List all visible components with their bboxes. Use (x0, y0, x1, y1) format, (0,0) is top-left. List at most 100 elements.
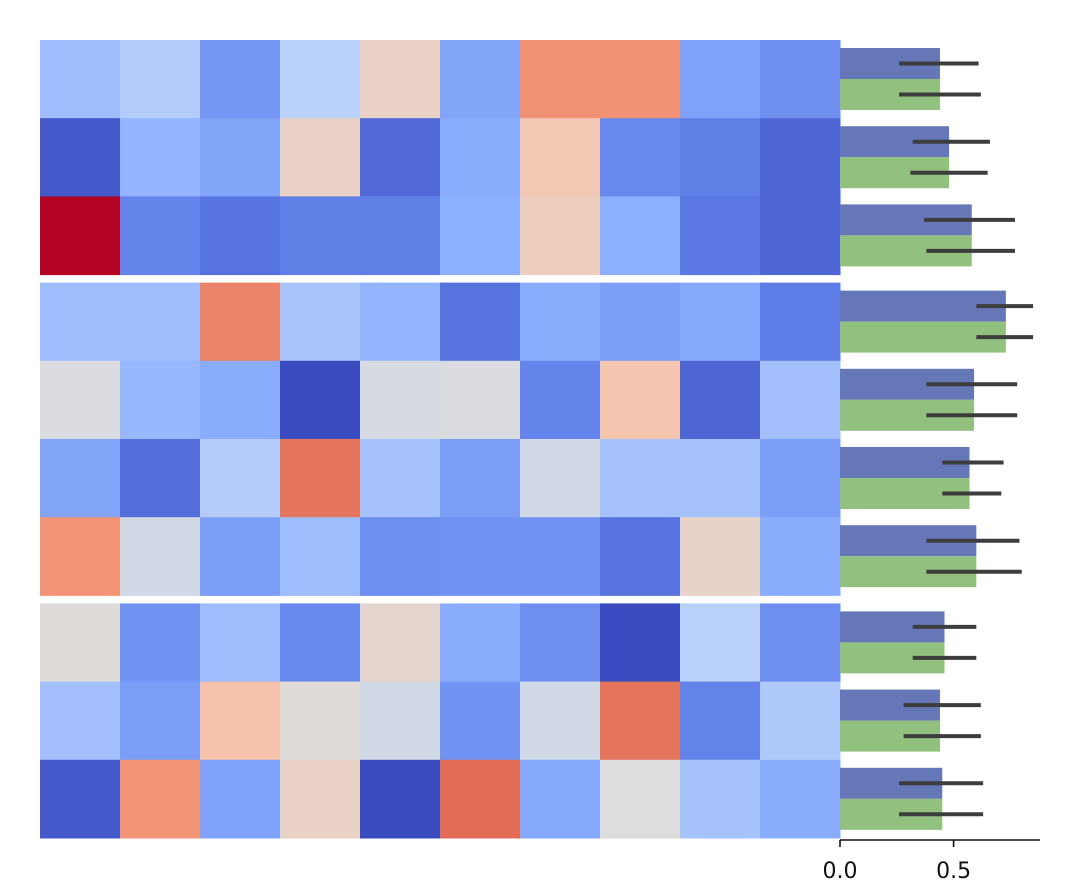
heatmap-cell-r2-c5 (440, 196, 521, 276)
heatmap-cell-r3-c7 (600, 282, 681, 362)
heatmap-cell-r1-c2 (200, 118, 281, 197)
heatmap-cell-r0-c4 (360, 40, 441, 119)
heatmap-cell-r6-c5 (440, 517, 521, 596)
heatmap-cell-r4-c6 (520, 360, 601, 440)
heatmap-cell-r5-c0 (40, 439, 121, 518)
bar-panel (840, 48, 1034, 830)
x-tick-label-0: 0.0 (823, 859, 858, 880)
heatmap-cell-r8-c3 (280, 681, 361, 761)
heatmap-cell-r3-c1 (120, 282, 201, 362)
heatmap-cell-r7-c4 (360, 603, 441, 683)
heatmap-cell-r7-c0 (40, 603, 121, 683)
heatmap-cell-r1-c5 (440, 118, 521, 197)
heatmap-cell-r4-c0 (40, 360, 121, 440)
heatmap-cell-r0-c8 (680, 40, 761, 119)
heatmap-cell-r0-c1 (120, 40, 201, 119)
heatmap-cell-r8-c4 (360, 681, 441, 761)
heatmap-cell-r0-c5 (440, 40, 521, 119)
heatmap-cell-r3-c3 (280, 282, 361, 362)
heatmap-cell-r5-c6 (520, 439, 601, 518)
heatmap-cell-r2-c0 (40, 196, 121, 276)
heatmap-cell-r7-c9 (760, 603, 841, 683)
heatmap-cell-r3-c5 (440, 282, 521, 362)
heatmap-cell-r9-c9 (760, 759, 841, 839)
heatmap-cell-r5-c7 (600, 439, 681, 518)
heatmap-cell-r6-c9 (760, 517, 841, 596)
heatmap-cell-r4-c3 (280, 360, 361, 440)
heatmap-cell-r4-c5 (440, 360, 521, 440)
heatmap-cell-r0-c3 (280, 40, 361, 119)
heatmap-cell-r1-c7 (600, 118, 681, 197)
heatmap-cell-r2-c8 (680, 196, 761, 276)
x-tick-label-0-5: 0.5 (936, 859, 971, 880)
heatmap-cell-r5-c4 (360, 439, 441, 518)
heatmap-cell-r9-c3 (280, 759, 361, 839)
heatmap-cell-r1-c1 (120, 118, 201, 197)
heatmap-cell-r5-c3 (280, 439, 361, 518)
heatmap-cell-r7-c6 (520, 603, 601, 683)
heatmap-cell-r1-c0 (40, 118, 121, 197)
heatmap-cell-r2-c9 (760, 196, 841, 276)
heatmap-cell-r6-c8 (680, 517, 761, 596)
heatmap-cell-r8-c6 (520, 681, 601, 761)
heatmap (40, 40, 841, 839)
heatmap-cell-r9-c1 (120, 759, 201, 839)
heatmap-cell-r1-c3 (280, 118, 361, 197)
heatmap-cell-r9-c5 (440, 759, 521, 839)
heatmap-cell-r8-c8 (680, 681, 761, 761)
heatmap-cell-r4-c2 (200, 360, 281, 440)
heatmap-cell-r2-c1 (120, 196, 201, 276)
heatmap-cell-r6-c6 (520, 517, 601, 596)
heatmap-cell-r2-c7 (600, 196, 681, 276)
heatmap-cell-r7-c7 (600, 603, 681, 683)
heatmap-cell-r6-c7 (600, 517, 681, 596)
heatmap-cell-r4-c4 (360, 360, 441, 440)
heatmap-cell-r3-c2 (200, 282, 281, 362)
heatmap-cell-r6-c2 (200, 517, 281, 596)
heatmap-cell-r7-c3 (280, 603, 361, 683)
heatmap-cell-r7-c2 (200, 603, 281, 683)
heatmap-cell-r1-c4 (360, 118, 441, 197)
heatmap-cell-r5-c8 (680, 439, 761, 518)
heatmap-cell-r0-c2 (200, 40, 281, 119)
heatmap-cell-r3-c9 (760, 282, 841, 362)
heatmap-cell-r8-c7 (600, 681, 681, 761)
heatmap-cell-r9-c4 (360, 759, 441, 839)
heatmap-cell-r2-c4 (360, 196, 441, 276)
heatmap-cell-r3-c4 (360, 282, 441, 362)
heatmap-cell-r4-c1 (120, 360, 201, 440)
heatmap-cell-r7-c1 (120, 603, 201, 683)
heatmap-cell-r5-c1 (120, 439, 201, 518)
heatmap-cell-r8-c2 (200, 681, 281, 761)
heatmap-cell-r6-c1 (120, 517, 201, 596)
heatmap-cell-r3-c0 (40, 282, 121, 362)
heatmap-cell-r2-c6 (520, 196, 601, 276)
heatmap-cell-r7-c5 (440, 603, 521, 683)
heatmap-cell-r3-c8 (680, 282, 761, 362)
heatmap-cell-r9-c6 (520, 759, 601, 839)
heatmap-cell-r3-c6 (520, 282, 601, 362)
heatmap-cell-r2-c2 (200, 196, 281, 276)
heatmap-cell-r5-c9 (760, 439, 841, 518)
heatmap-cell-r6-c3 (280, 517, 361, 596)
heatmap-cell-r0-c7 (600, 40, 681, 119)
heatmap-cell-r0-c0 (40, 40, 121, 119)
heatmap-cell-r8-c0 (40, 681, 121, 761)
heatmap-cell-r6-c4 (360, 517, 441, 596)
heatmap-cell-r8-c1 (120, 681, 201, 761)
heatmap-cell-r8-c9 (760, 681, 841, 761)
heatmap-cell-r1-c9 (760, 118, 841, 197)
heatmap-cell-r5-c5 (440, 439, 521, 518)
heatmap-cell-r0-c9 (760, 40, 841, 119)
heatmap-cell-r6-c0 (40, 517, 121, 596)
heatmap-cell-r1-c6 (520, 118, 601, 197)
heatmap-cell-r5-c2 (200, 439, 281, 518)
heatmap-cell-r9-c2 (200, 759, 281, 839)
heatmap-cell-r1-c8 (680, 118, 761, 197)
heatmap-cell-r4-c9 (760, 360, 841, 440)
heatmap-cell-r9-c7 (600, 759, 681, 839)
heatmap-cell-r2-c3 (280, 196, 361, 276)
heatmap-cell-r4-c8 (680, 360, 761, 440)
heatmap-cell-r0-c6 (520, 40, 601, 119)
